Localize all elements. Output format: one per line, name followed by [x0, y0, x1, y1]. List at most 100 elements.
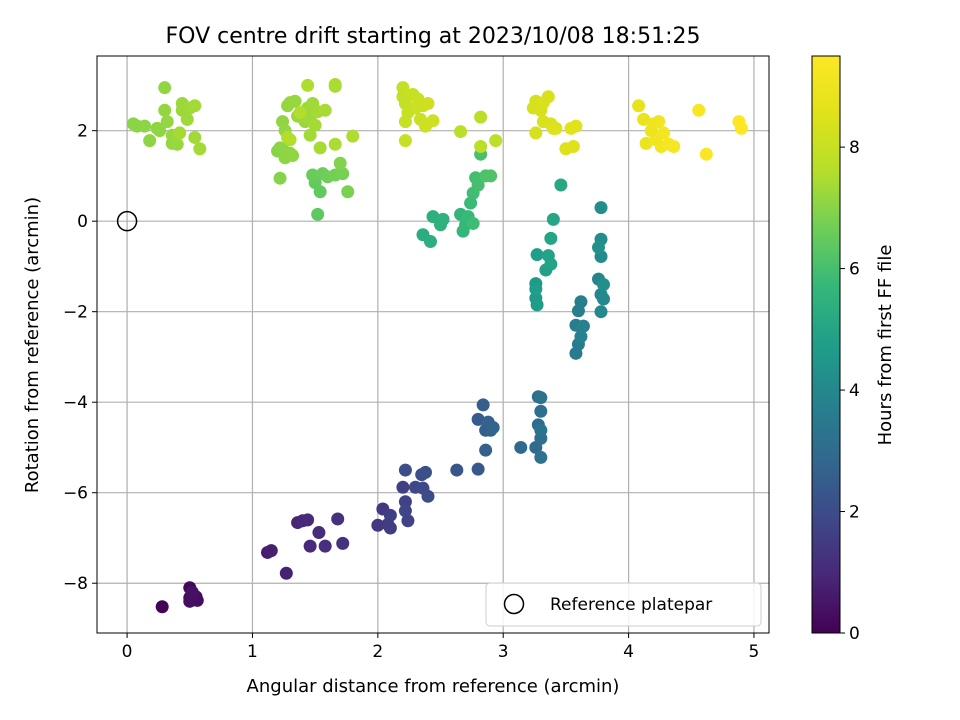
data-point	[160, 115, 174, 129]
data-point	[346, 129, 360, 143]
plot-frame	[96, 55, 770, 634]
data-point	[401, 514, 415, 528]
data-point	[574, 330, 588, 344]
data-point	[692, 103, 706, 117]
data-point	[153, 124, 167, 138]
data-point	[193, 142, 207, 156]
data-point	[331, 512, 345, 526]
colorbar: 0 2 4 6 8 Hours from first FF file	[811, 55, 896, 644]
data-point	[398, 504, 412, 518]
data-point	[173, 126, 187, 140]
data-point	[597, 292, 611, 306]
data-point	[554, 178, 568, 192]
data-point	[308, 118, 322, 132]
x-tick-label: 5	[749, 642, 760, 662]
data-point	[396, 81, 410, 95]
data-point	[328, 78, 342, 92]
data-point	[699, 147, 713, 161]
x-tick-label: 0	[122, 642, 133, 662]
colorbar-label: Hours from first FF file	[875, 245, 896, 446]
data-point	[464, 196, 478, 210]
y-tick-label: −8	[63, 574, 88, 594]
data-point	[303, 128, 317, 142]
data-point	[423, 235, 437, 249]
y-tick-label: −2	[63, 303, 88, 323]
colorbar-tick-label: 2	[849, 503, 860, 523]
data-point	[158, 81, 172, 95]
data-point	[306, 168, 320, 182]
data-point	[311, 207, 325, 221]
colorbar-frame	[811, 55, 841, 634]
data-point	[303, 539, 317, 553]
data-point	[421, 97, 435, 111]
data-point	[286, 149, 300, 163]
colorbar-tick-label: 0	[849, 624, 860, 644]
data-point	[313, 141, 327, 155]
x-axis-label: Angular distance from reference (arcmin)	[247, 676, 620, 697]
chart-title: FOV centre drift starting at 2023/10/08 …	[166, 24, 701, 49]
data-point	[534, 404, 548, 418]
data-point	[301, 78, 315, 92]
data-point	[421, 489, 435, 503]
colorbar-ticks: 0 2 4 6 8	[840, 138, 860, 644]
colorbar-tick-label: 4	[849, 381, 860, 401]
data-point	[639, 136, 653, 150]
data-point	[264, 544, 278, 558]
data-point	[734, 121, 748, 135]
data-point	[318, 103, 332, 117]
y-tick-label: 0	[77, 212, 88, 232]
y-axis: −8 −6 −4 −2 0 2	[63, 122, 97, 594]
data-point	[471, 412, 485, 426]
y-tick-label: 2	[77, 122, 88, 142]
data-point	[566, 140, 580, 154]
data-point	[155, 600, 169, 614]
colorbar-tick-label: 6	[849, 260, 860, 280]
grid-lines	[97, 56, 769, 633]
data-point	[281, 130, 295, 144]
data-point	[143, 134, 157, 148]
data-point	[471, 462, 485, 476]
data-point	[158, 103, 172, 117]
y-tick-label: −4	[63, 393, 88, 413]
data-point	[333, 156, 347, 170]
data-point	[312, 526, 326, 540]
data-point	[293, 106, 307, 120]
data-point	[514, 440, 528, 454]
data-point	[544, 257, 558, 271]
data-point	[383, 508, 397, 522]
data-point	[398, 134, 412, 148]
data-point	[301, 513, 315, 527]
data-point	[534, 423, 548, 437]
legend[interactable]: Reference platepar	[485, 582, 762, 627]
data-point	[279, 566, 293, 580]
data-point	[398, 495, 412, 509]
data-point	[450, 463, 464, 477]
data-point	[341, 185, 355, 199]
y-tick-label: −6	[63, 484, 88, 504]
data-point	[529, 282, 543, 296]
data-point	[484, 169, 498, 183]
data-point	[288, 94, 302, 108]
data-point	[138, 119, 152, 133]
y-axis-label: Rotation from reference (arcmin)	[22, 197, 43, 493]
data-point	[474, 140, 488, 154]
data-point	[188, 99, 202, 113]
data-points	[126, 78, 748, 614]
x-tick-label: 2	[372, 642, 383, 662]
data-point	[530, 248, 544, 262]
data-point	[273, 171, 287, 185]
data-point	[667, 140, 681, 154]
data-point	[479, 443, 493, 457]
legend-label: Reference platepar	[550, 595, 712, 615]
x-axis: 0 1 2 3 4 5	[122, 633, 760, 662]
data-point	[544, 231, 558, 245]
data-point	[418, 465, 432, 479]
data-point	[546, 212, 560, 226]
data-point	[188, 130, 202, 144]
data-point	[170, 137, 184, 151]
data-point	[637, 112, 651, 126]
data-point	[534, 391, 548, 405]
data-point	[328, 137, 342, 151]
data-point	[180, 112, 194, 126]
